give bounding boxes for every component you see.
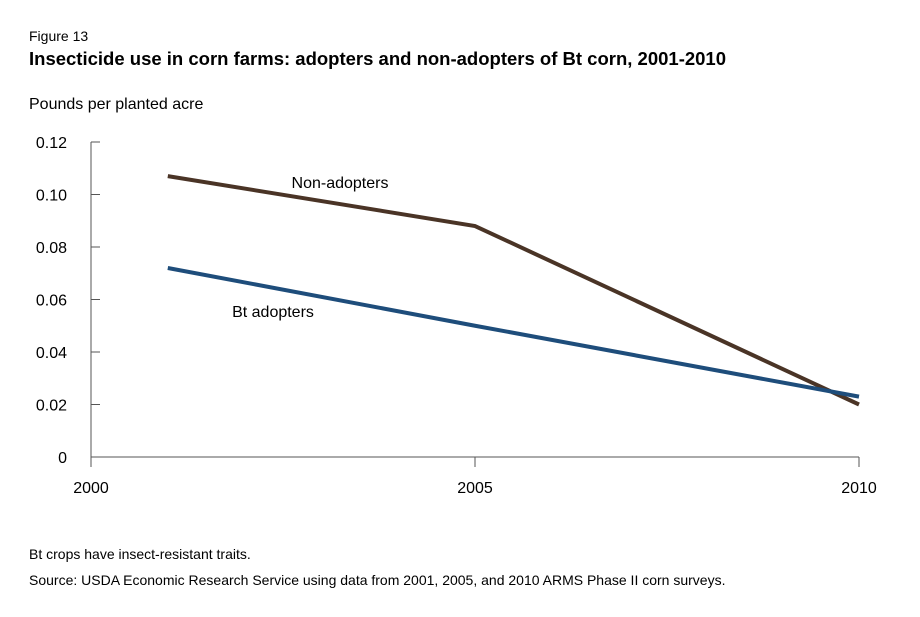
series-line-1	[167, 266, 860, 399]
series-line-0	[167, 174, 860, 407]
y-tick-label: 0.10	[36, 188, 67, 205]
y-tick-label: 0.04	[36, 345, 67, 362]
x-tick-label: 2010	[841, 480, 877, 497]
figure-label: Figure 13	[29, 28, 89, 44]
y-axis-label: Pounds per planted acre	[29, 96, 204, 113]
y-tick-label: 0.08	[36, 240, 67, 257]
series-label: Non-adopters	[292, 175, 389, 192]
chart-note: Bt crops have insect-resistant traits.	[29, 546, 251, 562]
chart-source: Source: USDA Economic Research Service u…	[29, 572, 726, 588]
chart-title: Insecticide use in corn farms: adopters …	[29, 48, 727, 69]
x-tick-label: 2005	[457, 480, 493, 497]
x-tick-label: 2000	[73, 480, 109, 497]
y-tick-label: 0.06	[36, 293, 67, 310]
y-tick-label: 0.02	[36, 398, 67, 415]
series-label: Bt adopters	[232, 304, 314, 321]
y-tick-label: 0.12	[36, 135, 67, 152]
y-tick-label: 0	[58, 450, 67, 467]
